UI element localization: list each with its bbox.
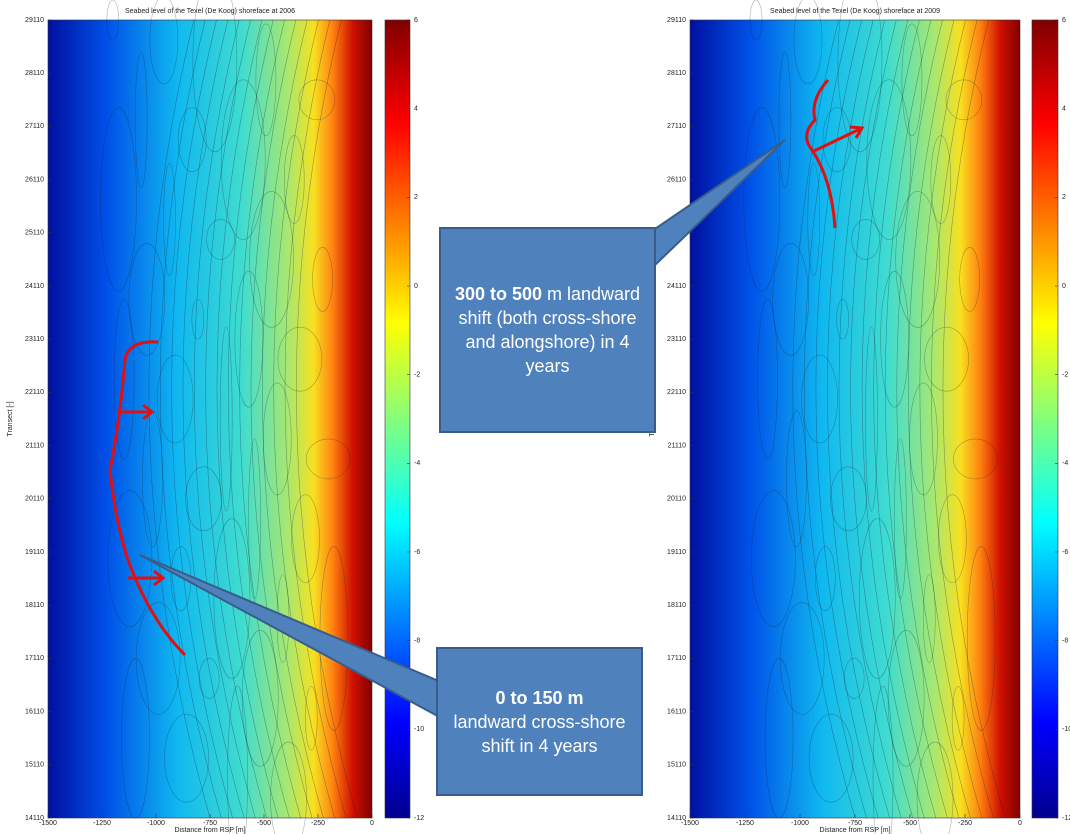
colorbar-tick-label: 6 xyxy=(1062,17,1066,24)
y-tick-label: 16110 xyxy=(25,708,44,715)
x-tick-label: -250 xyxy=(311,820,325,827)
chart-title: Seabed level of the Texel (De Koog) shor… xyxy=(770,8,940,15)
colorbar-tick-label: -2 xyxy=(1062,372,1068,379)
y-tick-label: 27110 xyxy=(25,123,44,130)
colorbar-tick-label: 0 xyxy=(1062,283,1066,290)
y-axis-label: Transect [-] xyxy=(7,401,14,436)
callout-body: landward cross-shore shift in 4 years xyxy=(453,712,625,756)
colorbar-tick-label: -8 xyxy=(1062,638,1068,645)
x-tick-label: -500 xyxy=(903,820,917,827)
colorbar-tick-label: 4 xyxy=(1062,106,1066,113)
x-tick-label: 0 xyxy=(370,820,374,827)
colorbar-tick-label: -6 xyxy=(1062,549,1068,556)
y-tick-label: 29110 xyxy=(25,17,44,24)
y-tick-label: 26110 xyxy=(667,176,686,183)
x-tick-label: -1250 xyxy=(93,820,111,827)
x-tick-label: 0 xyxy=(1018,820,1022,827)
callout-text: 300 to 500 m landward shift (both cross-… xyxy=(454,282,641,378)
y-tick-label: 22110 xyxy=(25,389,44,396)
colorbar-tick-label: 0 xyxy=(414,283,418,290)
y-tick-label: 28110 xyxy=(25,70,44,77)
x-tick-label: -1250 xyxy=(736,820,754,827)
colorbar-tick-label: -4 xyxy=(1062,460,1068,467)
y-tick-label: 19110 xyxy=(25,549,44,556)
y-tick-label: 29110 xyxy=(667,17,686,24)
x-tick-label: -250 xyxy=(958,820,972,827)
callout: 300 to 500 m landward shift (both cross-… xyxy=(440,228,655,432)
y-tick-label: 27110 xyxy=(667,123,686,130)
colorbar xyxy=(1032,20,1058,818)
x-axis-label: Distance from RSP [m] xyxy=(819,827,890,834)
y-tick-label: 26110 xyxy=(25,176,44,183)
x-tick-label: -750 xyxy=(203,820,217,827)
chart-title: Seabed level of the Texel (De Koog) shor… xyxy=(125,8,295,15)
y-tick-label: 14110 xyxy=(25,815,44,822)
colorbar-tick-label: -4 xyxy=(414,460,420,467)
y-tick-label: 23110 xyxy=(25,336,44,343)
x-axis-label: Distance from RSP [m] xyxy=(174,827,245,834)
colorbar-tick-label: 6 xyxy=(414,17,418,24)
y-tick-label: 21110 xyxy=(668,442,687,449)
y-tick-label: 16110 xyxy=(667,708,686,715)
y-tick-label: 18110 xyxy=(667,602,686,609)
callout-bold: 300 to 500 xyxy=(455,284,542,304)
callout-text: 0 to 150 m landward cross-shore shift in … xyxy=(451,686,628,758)
y-tick-label: 20110 xyxy=(667,496,686,503)
x-tick-label: -1000 xyxy=(791,820,809,827)
colorbar-tick-label: 2 xyxy=(414,194,418,201)
colorbar-tick-label: -12 xyxy=(1062,815,1070,822)
callout-bold: 0 to 150 m xyxy=(495,688,583,708)
colorbar-tick-label: -10 xyxy=(414,726,424,733)
colorbar-tick-label: -8 xyxy=(414,638,420,645)
x-tick-label: -1000 xyxy=(147,820,165,827)
y-tick-label: 20110 xyxy=(25,496,44,503)
y-tick-label: 21110 xyxy=(26,442,45,449)
y-tick-label: 28110 xyxy=(667,70,686,77)
colorbar-tick-label: -10 xyxy=(1062,726,1070,733)
y-tick-label: 24110 xyxy=(667,283,686,290)
y-tick-label: 18110 xyxy=(25,602,44,609)
x-tick-label: -750 xyxy=(848,820,862,827)
y-tick-label: 15110 xyxy=(25,762,44,769)
x-tick-label: -500 xyxy=(257,820,271,827)
y-tick-label: 19110 xyxy=(667,549,686,556)
y-tick-label: 17110 xyxy=(667,655,686,662)
y-tick-label: 22110 xyxy=(667,389,686,396)
colorbar-tick-label: -12 xyxy=(414,815,424,822)
y-tick-label: 17110 xyxy=(25,655,44,662)
colorbar-tick-label: -2 xyxy=(414,372,420,379)
page: {"chart_data": [ {"type": "contour", "ti… xyxy=(0,0,1070,834)
colorbar-tick-label: 4 xyxy=(414,106,418,113)
callout: 0 to 150 m landward cross-shore shift in … xyxy=(437,648,642,795)
y-tick-label: 23110 xyxy=(667,336,686,343)
y-tick-label: 24110 xyxy=(25,283,44,290)
y-tick-label: 15110 xyxy=(667,762,686,769)
colorbar-tick-label: 2 xyxy=(1062,194,1066,201)
y-tick-label: 25110 xyxy=(25,230,44,237)
colorbar-tick-label: -6 xyxy=(414,549,420,556)
y-tick-label: 14110 xyxy=(667,815,686,822)
